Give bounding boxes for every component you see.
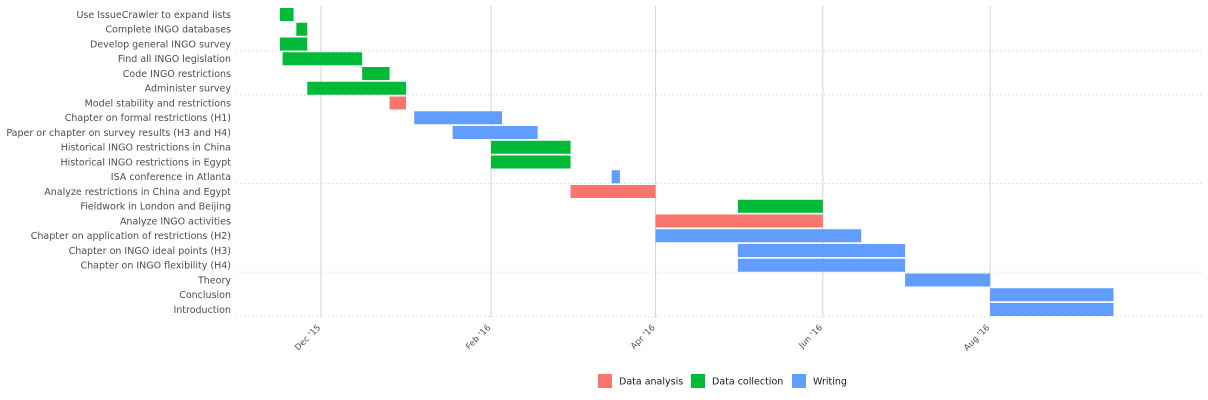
task-label: Introduction [173,305,231,316]
task-bar [307,81,407,95]
legend-label: Data analysis [619,377,683,388]
task-bar [279,37,308,51]
task-bars [279,8,1114,316]
legend-swatch [598,374,612,388]
task-label: Paper or chapter on survey results (H3 a… [6,128,231,139]
x-tick-label: Dec '15 [293,323,323,353]
x-tick-label: Jun '16 [797,323,825,351]
task-label: Historical INGO restrictions in China [61,143,231,154]
legend-swatch [792,374,806,388]
task-label: Administer survey [145,84,232,95]
task-label: Theory [197,275,231,286]
task-label: Chapter on INGO flexibility (H4) [81,261,231,272]
task-label: Develop general INGO survey [90,39,231,50]
task-labels: Use IssueCrawler to expand lists Complete… [6,10,231,316]
task-label: Analyze restrictions in China and Egypt [44,187,231,198]
task-bar [611,170,620,184]
x-tick-label: Aug '16 [962,323,992,353]
legend-label: Data collection [712,377,783,388]
task-bar [491,140,571,154]
legend-label: Writing [813,377,847,388]
task-label: Find all INGO legislation [118,54,231,65]
task-label: Fieldwork in London and Beijing [80,202,231,213]
task-label: Conclusion [179,290,231,301]
task-bar [737,199,823,213]
task-label: Model stability and restrictions [85,98,231,109]
task-label: Code INGO restrictions [123,69,231,80]
x-tick-label: Apr '16 [629,323,658,352]
task-label: Chapter on application of restrictions (… [31,231,231,242]
task-bar [282,52,363,66]
task-bar [414,111,502,125]
task-label: Historical INGO restrictions in Egypt [60,157,231,168]
x-axis-ticks: Dec '15 Feb '16 Apr '16 Jun '16 Aug '16 [293,323,992,353]
group-separators [236,50,1204,317]
task-bar [389,96,407,110]
task-label: Chapter on formal restrictions (H1) [65,113,231,124]
task-bar [737,258,906,272]
legend: Data analysis Data collection Writing [598,374,847,388]
task-label: Chapter on INGO ideal points (H3) [69,246,231,257]
task-bar [990,303,1114,316]
task-bar [279,8,294,21]
task-bar [990,288,1114,302]
task-bar [362,67,390,80]
legend-swatch [691,374,705,388]
task-label: ISA conference in Atlanta [111,172,231,183]
task-label: Analyze INGO activities [120,216,231,227]
task-bar [296,22,308,36]
task-bar [491,155,571,169]
task-bar [655,214,823,228]
task-bar [905,273,991,287]
x-tick-label: Feb '16 [464,323,493,352]
task-label: Use IssueCrawler to expand lists [76,10,231,21]
task-bar [452,126,538,139]
task-bar [655,229,862,243]
task-bar [737,244,906,257]
task-label: Complete INGO databases [105,25,231,36]
task-bar [570,185,656,198]
